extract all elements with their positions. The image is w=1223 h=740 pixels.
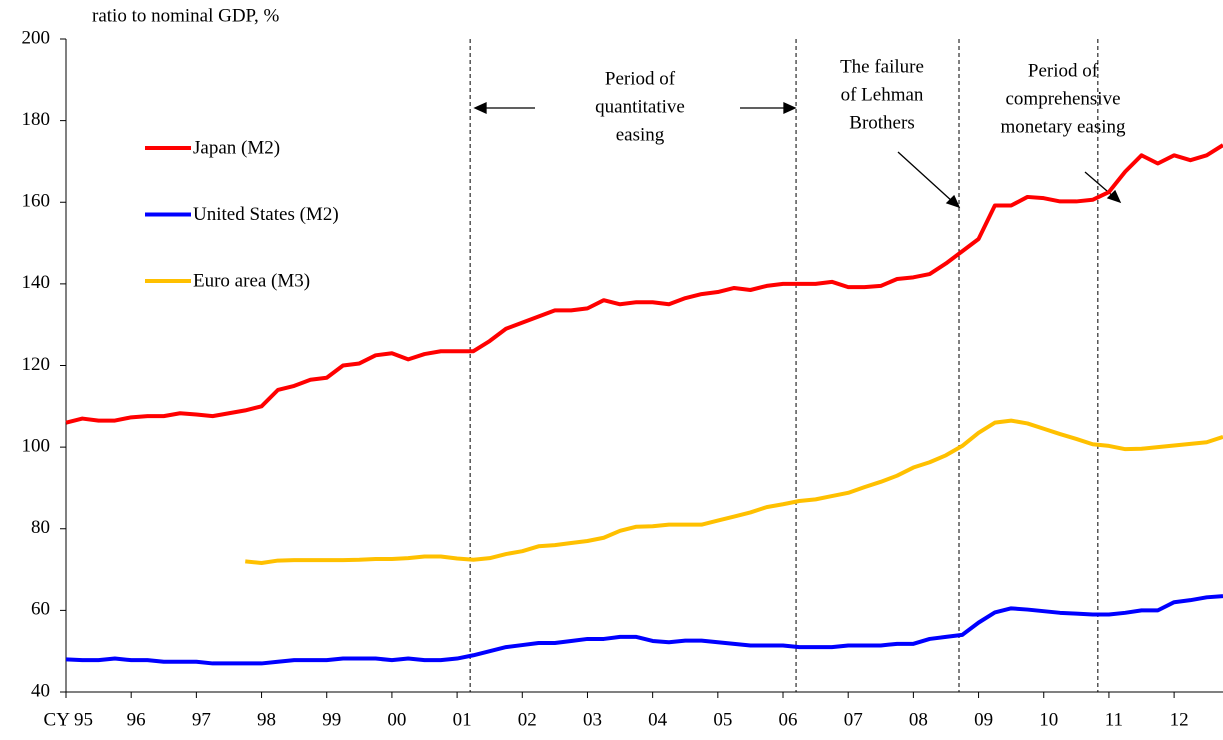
y-tick-label: 100: [22, 435, 51, 456]
y-tick-label: 60: [31, 599, 50, 620]
x-tick-label: 96: [127, 709, 146, 730]
legend-label: United States (M2): [193, 204, 339, 225]
legend-label: Euro area (M3): [193, 270, 310, 291]
x-tick-label: 99: [322, 709, 341, 730]
x-tick-label: 11: [1105, 709, 1123, 730]
x-tick-label: 97: [192, 709, 211, 730]
y-tick-label: 160: [22, 191, 51, 212]
x-tick-label: 09: [974, 709, 993, 730]
arrow-head: [945, 194, 961, 209]
series-line: [65, 143, 1223, 425]
annotation: easing: [616, 124, 665, 145]
arrow-head: [473, 101, 487, 115]
x-tick-label: 12: [1170, 709, 1189, 730]
y-tick-label: 40: [31, 680, 50, 701]
x-tick-label: 02: [518, 709, 537, 730]
x-tick-label: 04: [648, 709, 668, 730]
series-line: [245, 418, 1223, 566]
x-tick-label: 06: [779, 709, 798, 730]
annotation: Brothers: [849, 112, 914, 133]
legend-label: Japan (M2): [193, 137, 280, 158]
x-tick-label: 10: [1039, 709, 1058, 730]
x-tick-label: 01: [453, 709, 472, 730]
series-line: [65, 594, 1223, 666]
annotation: comprehensive: [1005, 88, 1120, 109]
y-tick-label: 140: [22, 272, 51, 293]
y-tick-label: 200: [22, 27, 51, 48]
annotation: monetary easing: [1000, 116, 1126, 137]
x-tick-label: 00: [387, 709, 406, 730]
x-tick-label: 05: [713, 709, 732, 730]
annotation: of Lehman: [841, 84, 924, 105]
y-tick-label: 120: [22, 354, 51, 375]
y-tick-label: 80: [31, 517, 50, 538]
y-axis-label: ratio to nominal GDP, %: [92, 5, 280, 26]
x-tick-label: CY 95: [44, 709, 93, 730]
annotation: Period of: [605, 68, 676, 89]
x-tick-label: 03: [583, 709, 602, 730]
annotation: Period of: [1028, 60, 1099, 81]
arrow-head: [1106, 189, 1122, 204]
annotation: The failure: [840, 56, 924, 77]
x-tick-label: 07: [844, 709, 863, 730]
arrow: [897, 151, 954, 203]
arrows: [473, 101, 1122, 209]
annotation: quantitative: [595, 96, 685, 117]
arrow-head: [783, 101, 797, 115]
x-tick-label: 08: [909, 709, 928, 730]
x-tick-label: 98: [257, 709, 276, 730]
y-tick-label: 180: [22, 109, 51, 130]
